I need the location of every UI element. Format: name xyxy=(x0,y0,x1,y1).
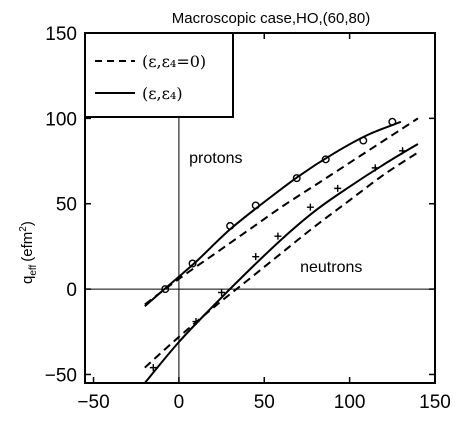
neutrons-markers-plus-point xyxy=(218,289,226,297)
axes-frame xyxy=(84,32,436,384)
neutrons-solid-line xyxy=(144,143,419,383)
protons-markers-circle-point xyxy=(161,285,170,294)
protons-markers-circle-point xyxy=(251,201,260,210)
protons-markers-circle-point xyxy=(226,221,235,230)
x-tick-label: 150 xyxy=(419,392,451,413)
neutrons-markers-plus-point xyxy=(399,147,407,155)
neutrons-markers-plus-point xyxy=(192,318,200,326)
x-tick-label: 50 xyxy=(254,392,275,413)
y-tick-label: 100 xyxy=(45,109,77,130)
protons-markers-circle-point xyxy=(188,259,197,268)
x-tick-label: −50 xyxy=(77,392,109,413)
protons-markers-circle-point xyxy=(321,155,330,164)
y-axis-label: qeff(efm2) xyxy=(18,221,39,284)
y-tick-label: 0 xyxy=(66,280,77,301)
annotation-protons: protons xyxy=(189,150,242,167)
protons-markers-circle-point xyxy=(292,174,301,183)
legend-entry-solid: (ε,ε₄) xyxy=(142,84,183,103)
legend-entry-dashed: (ε,ε₄=0) xyxy=(142,52,206,71)
annotation-neutrons: neutrons xyxy=(300,259,362,276)
neutrons-markers-plus-point xyxy=(306,203,314,211)
protons-dashed-line xyxy=(144,117,419,306)
y-tick-label: 50 xyxy=(56,195,77,216)
neutrons-markers-plus-point xyxy=(334,184,342,192)
plot-area: −50 0 50 100 150 −50 0 50 100 150 protons neutrons (… xyxy=(45,24,451,413)
neutrons-dashed-line xyxy=(144,151,419,369)
neutrons-markers-plus-point xyxy=(274,232,282,240)
y-tick-label: 150 xyxy=(45,24,77,45)
neutrons-markers-plus-point xyxy=(252,253,260,261)
x-tick-label: 0 xyxy=(174,392,185,413)
neutrons-markers-plus-point xyxy=(371,164,379,172)
neutrons-markers-plus-point xyxy=(149,364,157,372)
protons-markers-circle-point xyxy=(359,136,368,145)
chart-title: Macroscopic case,HO,(60,80) xyxy=(172,10,370,27)
protons-solid-line xyxy=(144,120,402,307)
legend-box xyxy=(84,32,234,118)
protons-markers-circle-point xyxy=(388,117,397,126)
x-tick-label: 100 xyxy=(334,392,366,413)
y-tick-label: −50 xyxy=(45,365,77,386)
